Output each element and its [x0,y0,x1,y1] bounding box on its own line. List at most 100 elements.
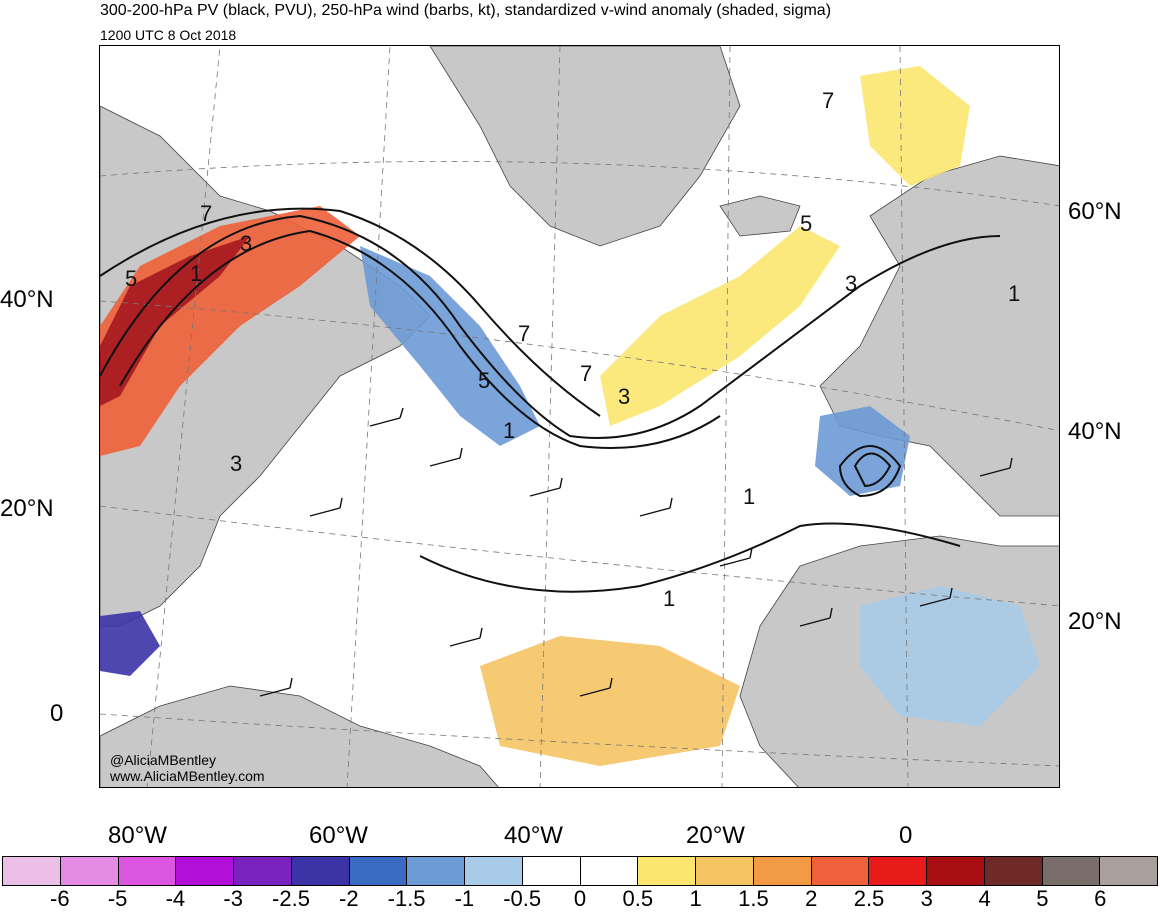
wind-barb [449,627,483,647]
lat-label-left-0: 0 [50,700,64,727]
contour-label-16: 1 [663,586,675,611]
map-canvas: 7 3 5 1 3 5 7 1 7 3 5 7 3 1 1 1 [100,46,1059,787]
colorbar-swatch [118,857,177,885]
land-north-america [100,105,431,627]
pv-contour-cutoff [838,445,902,498]
map-title: 300-200-hPa PV (black, PVU), 250-hPa win… [100,2,832,19]
colorbar-swatch [984,857,1043,885]
contour-label-6: 5 [478,368,490,393]
colorbar-tick-label: 3 [920,886,933,911]
contour-label-8: 1 [503,418,515,443]
colorbar-tick-label: -5 [107,886,128,911]
colorbar-tick-label: 5 [1036,886,1049,911]
contour-label-14: 1 [1008,281,1020,306]
graticule-lon-20w [721,46,731,787]
contour-label-7: 7 [518,321,530,346]
colorbar-tick-label: -3 [223,886,243,911]
colorbar-swatch [176,857,234,885]
colorbar-tick-label: -2.5 [272,886,310,911]
graticule-lat-20 [100,505,1059,607]
lat-label-left-20n: 20°N [0,495,54,522]
watermark-handle: @AliciaMBentley [110,752,217,768]
lon-label-80w: 80°W [108,822,167,849]
colorbar-tick-label: -1.5 [387,886,426,911]
lon-label-40w: 40°W [504,822,563,849]
contour-label-5: 3 [230,451,242,476]
contour-label-13: 3 [845,271,857,296]
contour-label-2: 3 [240,231,252,256]
colorbar-swatch [465,857,523,885]
graticule-lon-80w [146,46,221,787]
wind-barb [919,587,953,607]
colorbar-swatch [349,857,408,885]
colorbar-swatch [927,857,985,885]
colorbar-swatch [1100,857,1157,885]
pv-contour-cutoff-inner [853,452,892,488]
colorbar-tick-label: -6 [50,886,70,911]
wind-barb [369,407,404,427]
colorbar-swatch [869,857,927,885]
contour-label-3: 5 [125,266,137,291]
graticule-lat-40 [100,300,1059,432]
wind-barb [639,497,673,517]
colorbar-swatch [1042,857,1101,885]
contour-label-1: 7 [200,201,212,226]
contour-label-9: 7 [580,361,592,386]
land-south-america [100,685,499,787]
colorbar-tick-label: 2.5 [853,886,885,911]
anomaly-cool-jet [360,246,540,446]
wind-barb [979,457,1013,477]
colorbar-swatch [234,857,292,885]
wind-barb [309,497,343,517]
lon-label-20w: 20°W [686,822,745,849]
colorbar-swatch [753,857,812,885]
contour-label-12: 7 [822,88,834,113]
colorbar-tick-label: 2 [805,886,818,911]
colorbar-swatch [60,857,119,885]
colorbar-swatch [407,857,465,885]
wind-barb [429,447,463,467]
wind-barb [259,677,293,697]
colorbar-swatch [696,857,754,885]
contour-label-15: 1 [743,484,755,509]
colorbar-swatch [638,857,696,885]
watermark-url: www.AliciaMBentley.com [110,768,265,784]
wind-barb [579,677,613,697]
colorbar-tick-label: -2 [339,886,359,911]
pv-contour-jet-2 [119,229,721,449]
contour-label-4: 1 [190,261,202,286]
colorbar-swatch [811,857,870,885]
colorbar-tick-label: 0.5 [622,886,654,911]
anomaly-cool-africa [860,586,1040,726]
anomaly-warm-atlantic [600,226,840,426]
graticule-lon-0 [899,46,909,787]
pv-contour-jet-1 [100,214,1001,439]
anomaly-warm-inner-na [100,236,250,406]
lon-label-60w: 60°W [309,822,368,849]
anomaly-warm-equator [480,636,740,766]
colorbar-swatch [522,857,581,885]
lat-label-right-60n: 60°N [1068,198,1122,225]
map-panel: 7 3 5 1 3 5 7 1 7 3 5 7 3 1 1 1 [99,45,1060,788]
wind-barb [719,547,753,567]
wind-barb [529,477,563,497]
contour-label-11: 5 [800,211,812,236]
colorbar-tick-label: -0.5 [503,886,542,911]
anomaly-warm-scandinavia [860,66,970,186]
graticule-lon-60w [346,46,391,787]
colorbar-tick-label: 1 [689,886,702,911]
colorbar-swatch [580,857,639,885]
colorbar-tick-label: 0 [573,886,587,911]
colorbar-tick-label: -1 [454,886,475,911]
colorbar-tick-label: -4 [165,886,186,911]
colorbar-swatch [3,857,61,885]
colorbar-swatch [291,857,350,885]
contour-label-10: 3 [618,384,630,409]
land-greenland [429,46,741,247]
colorbar-tick-label: 4 [978,886,991,911]
colorbar-tick-label: 6 [1094,886,1107,911]
anomaly-cool-caribbean [100,611,160,676]
map-valid-time: 1200 UTC 8 Oct 2018 [100,27,237,43]
land-iceland [719,195,801,237]
colorbar-labels: -6 -5 -4 -3 -2.5 -2 -1.5 -1 -0.5 0 0.5 1 1.5 2 2.5 3 4 5 6 [2,886,1158,912]
